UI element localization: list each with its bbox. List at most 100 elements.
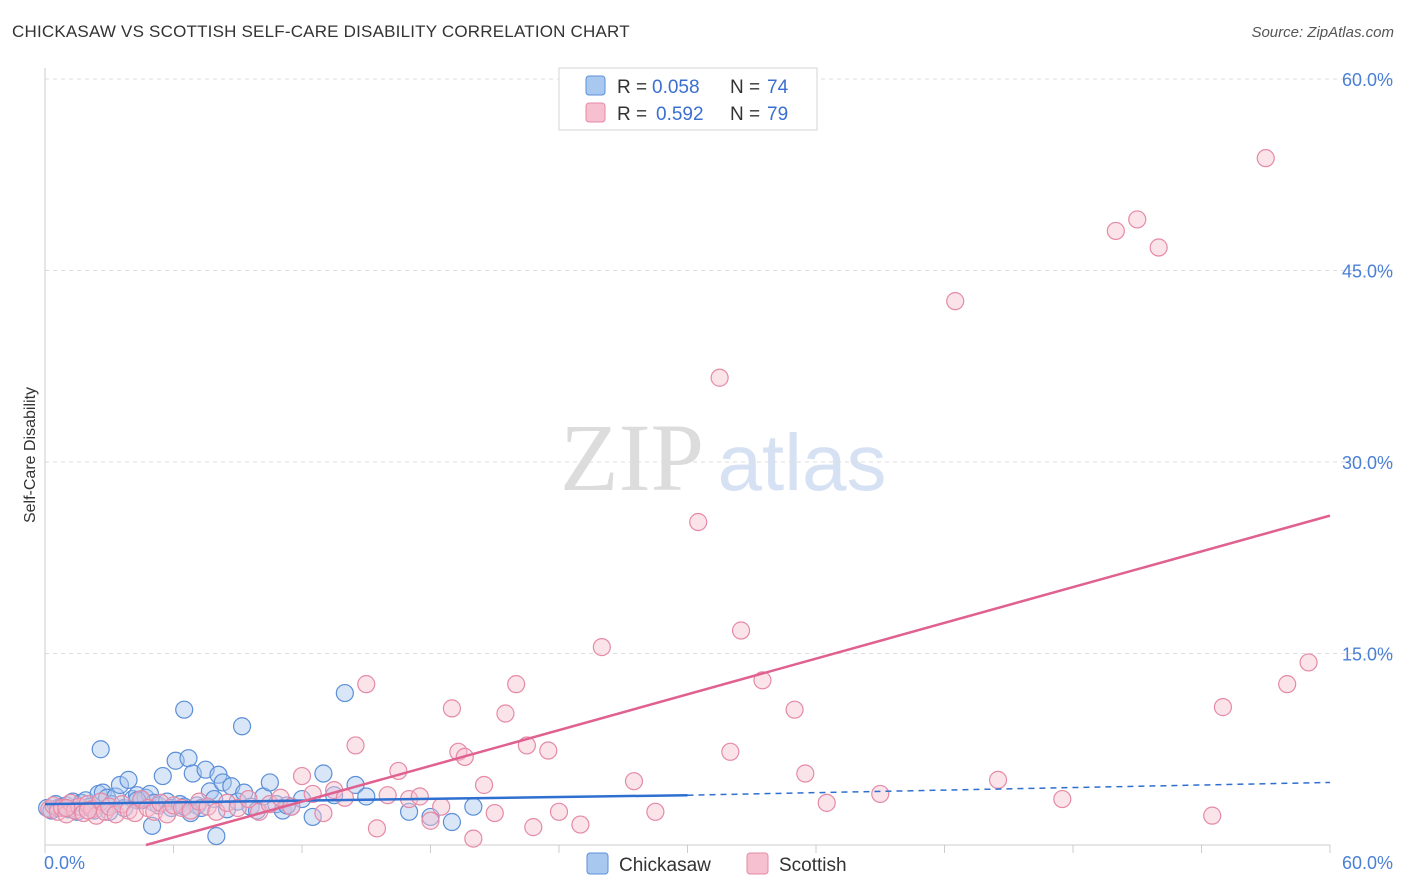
scottish-point [157, 805, 177, 824]
scottish-point [346, 736, 365, 755]
scottish-point [1149, 238, 1168, 257]
y-tick-label: 30.0% [1342, 453, 1393, 473]
chickasaw-trend-extension [687, 781, 1331, 796]
legend-r-label-scottish: R = [617, 104, 647, 125]
scottish-point [432, 797, 451, 816]
y-tick-label: 15.0% [1342, 645, 1393, 665]
x-tick-label: 0.0% [44, 853, 85, 873]
scottish-point [87, 806, 106, 825]
scottish-point [78, 801, 97, 820]
chickasaw-point [399, 802, 419, 821]
scottish-point [785, 700, 804, 719]
legend-n-label-chickasaw: N = [730, 77, 760, 98]
scottish-point [314, 803, 333, 823]
chickasaw-point [207, 826, 226, 846]
legend-r-label-chickasaw: R = [617, 77, 647, 98]
scottish-point [731, 621, 751, 640]
scottish-point [710, 368, 729, 387]
scottish-point [378, 786, 397, 805]
bottom-legend-label-chickasaw: Chickasaw [619, 855, 711, 876]
legend-swatch-chickasaw [585, 75, 606, 96]
chickasaw-point [179, 749, 198, 768]
scottish-point [946, 292, 965, 311]
y-tick-label: 60.0% [1342, 70, 1393, 90]
scottish-point [357, 675, 376, 694]
axes: 15.0% 30.0% 45.0% 60.0% 0.0% 60.0% [44, 68, 1393, 873]
scottish-point [753, 671, 772, 690]
scottish-point [474, 775, 494, 795]
bottom-legend: Chickasaw Scottish [586, 852, 847, 876]
chickasaw-point [335, 683, 354, 703]
scottish-point [571, 815, 590, 834]
chickasaw-point [464, 797, 483, 816]
scottish-point [442, 699, 462, 718]
scottish-point [1213, 698, 1233, 717]
chickasaw-point [303, 807, 322, 827]
chickasaw-point [175, 700, 194, 719]
watermark-zip: ZIP [560, 404, 704, 511]
scottish-point [1053, 789, 1072, 809]
y-tick-label: 45.0% [1342, 262, 1393, 282]
scottish-point [485, 803, 504, 823]
scottish-point [1203, 806, 1222, 825]
grid-lines [45, 78, 1395, 654]
scottish-trend-line [145, 514, 1331, 847]
chickasaw-point [110, 775, 130, 795]
x-tick-label: 60.0% [1342, 853, 1393, 873]
legend-n-value-chickasaw: 74 [767, 77, 789, 98]
legend-r-value-scottish: 0.592 [656, 104, 704, 125]
legend: R = 0.058 N = 74 R = 0.592 N = 79 [558, 67, 818, 131]
chickasaw-point [442, 812, 462, 832]
legend-n-value-scottish: 79 [767, 104, 788, 125]
chickasaw-point [232, 717, 252, 736]
chickasaw-trend-line [44, 793, 688, 806]
chickasaw-point [314, 764, 333, 783]
y-axis-title: Self-Care Disability [22, 387, 39, 523]
chickasaw-point [260, 773, 279, 792]
chickasaw-point [119, 770, 138, 789]
chart-source: Source: ZipAtlas.com [1251, 24, 1394, 41]
scottish-point [721, 742, 740, 761]
chart-title: CHICKASAW VS SCOTTISH SELF-CARE DISABILI… [12, 22, 630, 41]
legend-n-label-scottish: N = [730, 104, 760, 125]
scottish-point [464, 829, 483, 848]
chickasaw-point [213, 773, 232, 792]
scottish-point [496, 704, 515, 723]
scottish-point [539, 741, 558, 760]
scottish-point [817, 793, 836, 812]
chickasaw-point [153, 766, 172, 786]
scottish-point [796, 764, 815, 783]
scottish-point [592, 638, 611, 657]
scottish-point [988, 770, 1008, 789]
chickasaw-point [357, 787, 376, 806]
scottish-point [646, 802, 665, 821]
scottish-point [1128, 210, 1147, 229]
scottish-point [1106, 221, 1125, 241]
scottish-point [689, 512, 708, 532]
bottom-legend-label-scottish: Scottish [779, 855, 847, 876]
scottish-point [507, 675, 526, 694]
watermark-atlas: atlas [718, 418, 887, 507]
trend-lines [44, 514, 1331, 847]
scottish-point [1299, 653, 1318, 672]
scottish-point [524, 818, 543, 837]
scottish-point [549, 802, 569, 821]
scottish-point [421, 811, 440, 830]
legend-swatch-scottish [585, 102, 606, 123]
scottish-point [367, 819, 387, 838]
bottom-legend-swatch-chickasaw [586, 852, 609, 875]
scottish-point [1256, 149, 1275, 168]
scottish-point [871, 784, 890, 804]
scottish-point [239, 789, 258, 809]
chickasaw-point [91, 740, 110, 759]
scottish-point [1278, 675, 1297, 694]
scottish-point [91, 792, 110, 811]
scottish-point [624, 772, 644, 791]
bottom-legend-swatch-scottish [746, 852, 769, 875]
scottish-point [292, 766, 312, 786]
scottish-point [410, 787, 429, 806]
legend-r-value-chickasaw: 0.058 [652, 77, 700, 98]
chickasaw-point [142, 816, 162, 835]
scottish-point [57, 798, 76, 818]
